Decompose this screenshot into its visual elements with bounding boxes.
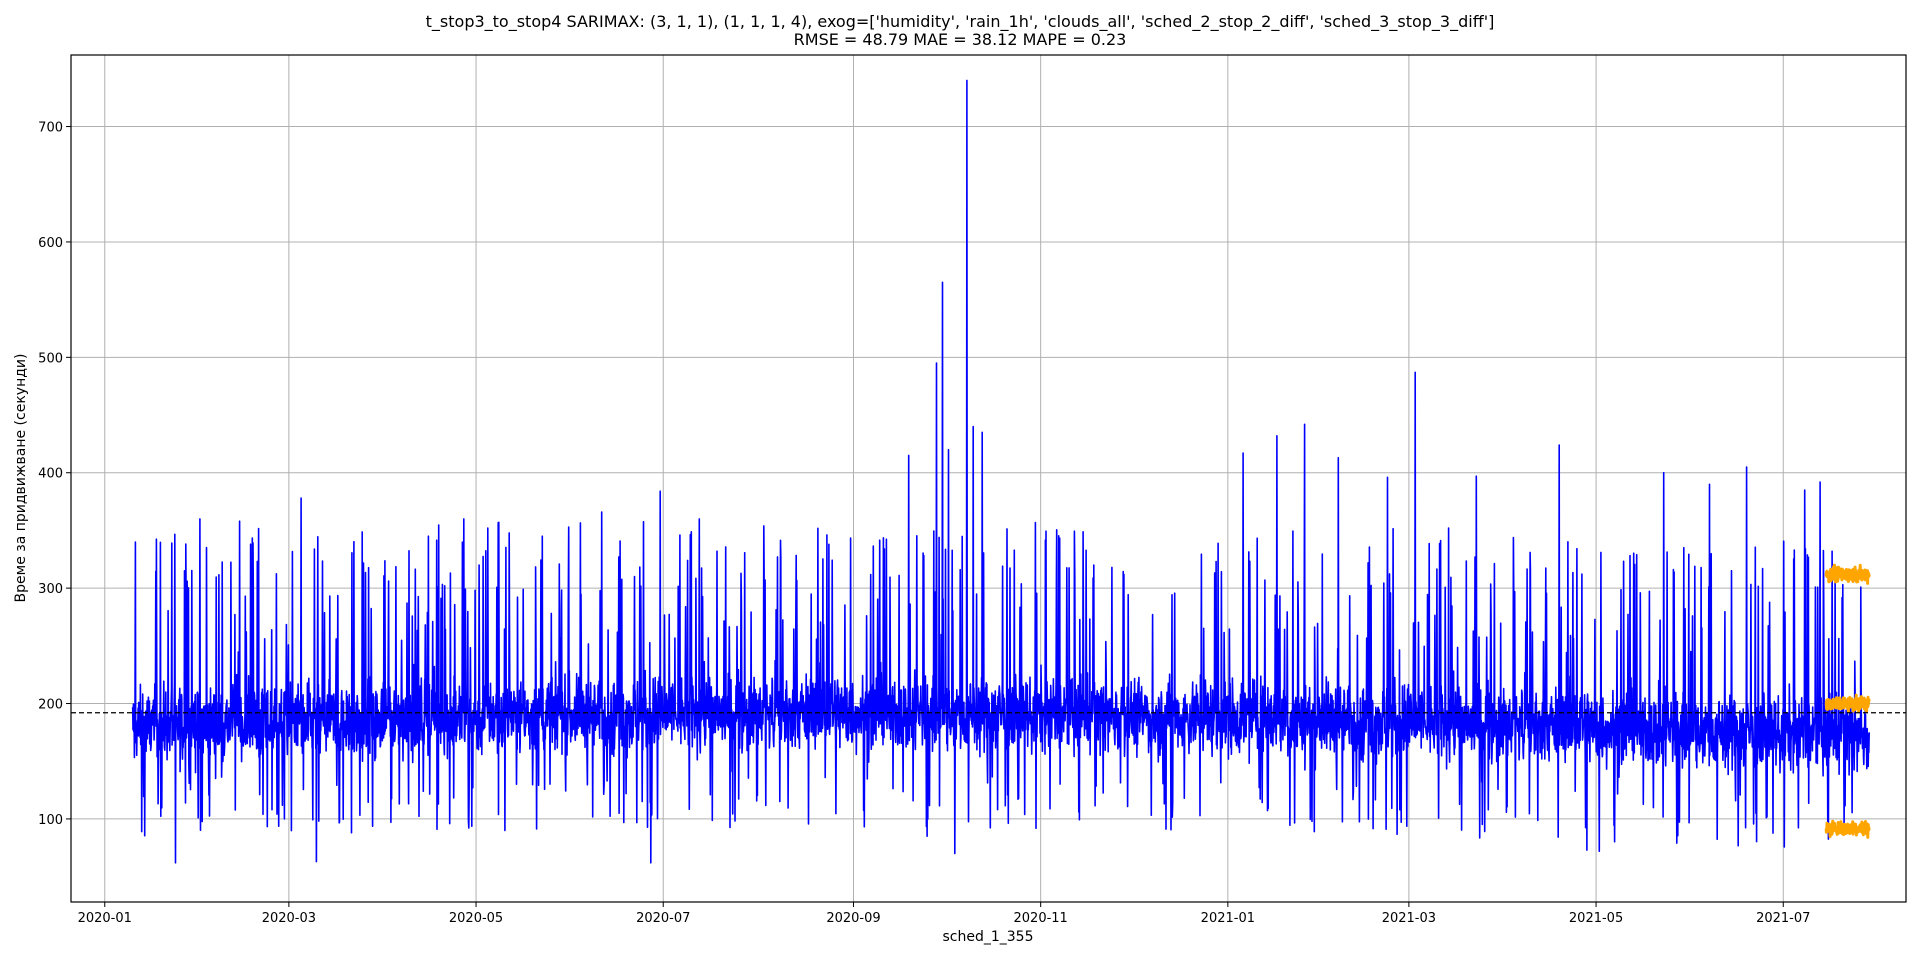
forecast-series xyxy=(1824,563,1871,839)
y-axis: 100 200 300 400 500 600 700 xyxy=(38,121,71,828)
x-tick-label: 2021-03 xyxy=(1382,911,1436,926)
y-tick-label: 200 xyxy=(38,698,63,713)
y-tick-label: 400 xyxy=(38,467,63,482)
x-tick-label: 2020-07 xyxy=(636,911,690,926)
grid xyxy=(71,55,1906,902)
x-tick-label: 2020-05 xyxy=(449,911,503,926)
x-tick-label: 2020-09 xyxy=(826,911,880,926)
y-tick-label: 300 xyxy=(38,582,63,597)
x-tick-label: 2021-07 xyxy=(1756,911,1810,926)
forecast-middle-line xyxy=(1824,693,1871,714)
plot-frame xyxy=(70,54,1907,903)
x-tick-label: 2021-01 xyxy=(1201,911,1255,926)
actual-series-line xyxy=(131,79,1870,864)
x-tick-label: 2020-03 xyxy=(262,911,316,926)
y-tick-label: 100 xyxy=(38,813,63,828)
chart-title: t_stop3_to_stop4 SARIMAX: (3, 1, 1), (1,… xyxy=(426,12,1495,32)
x-axis: 2020-01 2020-03 2020-05 2020-07 2020-09 2020-… xyxy=(78,902,1810,926)
y-axis-label: Време за придвижване (секунди) xyxy=(13,354,29,603)
forecast-lower-line xyxy=(1824,819,1871,839)
y-tick-label: 600 xyxy=(38,236,63,251)
y-tick-label: 700 xyxy=(38,121,63,136)
y-tick-label: 500 xyxy=(38,351,63,366)
forecast-upper-line xyxy=(1824,563,1871,585)
actual-series xyxy=(131,79,1870,864)
x-tick-label: 2020-11 xyxy=(1014,911,1068,926)
chart-subtitle: RMSE = 48.79 MAE = 38.12 MAPE = 0.23 xyxy=(794,30,1127,49)
x-axis-label: sched_1_355 xyxy=(943,929,1034,945)
x-tick-label: 2020-01 xyxy=(78,911,132,926)
x-tick-label: 2021-05 xyxy=(1569,911,1623,926)
